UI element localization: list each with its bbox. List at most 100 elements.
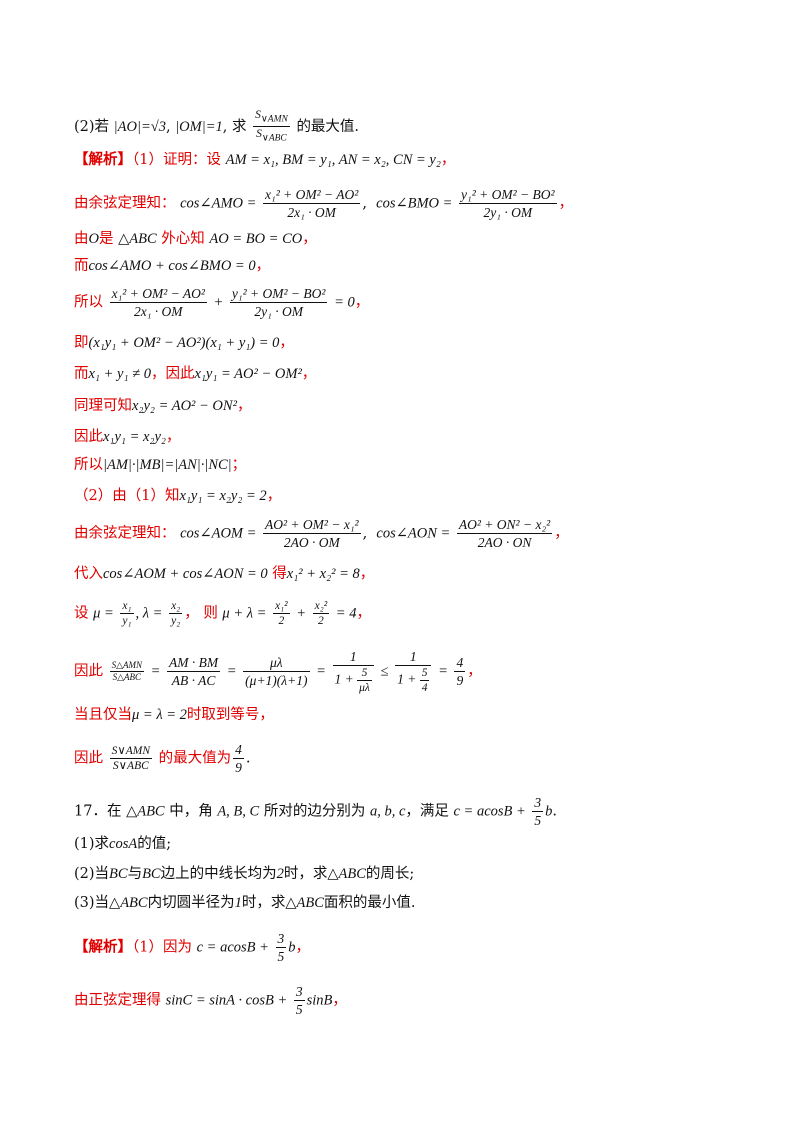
solution-line-1: 【解析】（1）证明：设 AM = x₁, BM = y₁, AN = x₂, C…: [74, 150, 455, 170]
punct: ，: [266, 488, 282, 504]
equation-lhs: cos∠AMO =: [180, 195, 257, 212]
fraction: μλ (μ+1)(λ+1): [243, 655, 310, 688]
solution-line-10: 所以|AM|·|MB|=|AN|·|NC|；: [74, 455, 246, 475]
punct: .: [245, 750, 251, 767]
solution-line-17: 因此 S∨AMN S∨ABC 的最大值为 4 9.: [74, 741, 251, 776]
punct: ，: [302, 231, 317, 247]
text: 中，角: [169, 803, 213, 820]
equation: cos∠AMO + cos∠BMO = 0: [88, 258, 256, 274]
solution-line-9: 因此x₁y₁ = x₂y₂，: [74, 427, 180, 447]
punct: ，: [255, 258, 271, 274]
equation: sinC = sinA · cosB +: [165, 992, 288, 1009]
equation: = 0: [334, 294, 355, 311]
math: BC: [142, 866, 161, 882]
operator: +: [213, 294, 224, 311]
text: 时，求: [283, 866, 328, 882]
punct: ，: [558, 195, 574, 212]
punct: ，: [440, 152, 456, 168]
operator: ≤: [380, 663, 389, 680]
area-ratio-fraction: S∨AMN S∨ABC: [253, 109, 290, 144]
triangle: △ABC: [118, 231, 157, 247]
text: 因此: [165, 366, 195, 382]
text: （2）由（1）知: [74, 488, 180, 504]
text: 外心知: [161, 231, 205, 247]
equation: x₁ + y₁ ≠ 0: [88, 366, 151, 382]
lambda: , λ =: [135, 605, 163, 622]
fraction: x₁² 2: [273, 600, 290, 627]
solution-17-line-2: 由正弦定理得 sinC = sinA · cosB + 3 5 sinB，: [74, 983, 347, 1018]
punct: ，: [356, 605, 371, 622]
var-b: b: [288, 939, 296, 956]
text: 时取到等号: [186, 707, 260, 723]
solution-line-7: 而x₁ + y₁ ≠ 0，因此x₁y₁ = AO² − OM²，: [74, 364, 316, 384]
ask-tail: 的最大值.: [296, 118, 360, 135]
text: 即: [74, 335, 89, 351]
text: 设: [74, 605, 89, 622]
angles: A, B, C: [217, 803, 260, 820]
fraction: x₁² + OM² − AO² 2x₁ · OM: [109, 286, 207, 319]
fraction: S∨AMN S∨ABC: [109, 745, 153, 772]
math: 2: [276, 866, 284, 882]
math: BC: [109, 866, 128, 882]
ask-text: 求: [231, 118, 247, 135]
point-o: O: [88, 231, 99, 247]
operator: =: [150, 663, 161, 680]
equation: x₁y₁ = x₂y₂ = 2: [179, 488, 267, 504]
solution-line-14: 设 μ = x₁ y₁, λ = x₂ y₂， 则 μ + λ = x₁² 2 + x…: [74, 599, 371, 628]
operator: =: [226, 663, 237, 680]
math: △ABC: [327, 866, 366, 882]
solution-line-6: 即(x₁y₁ + OM² − AO²)(x₁ + y₁) = 0，: [74, 333, 294, 353]
text: 代入: [74, 566, 103, 582]
part-label: (2)若: [74, 118, 110, 135]
text: 当且仅当: [74, 707, 132, 723]
punct: ，: [259, 707, 274, 723]
fraction: AM · BM AB · AC: [167, 655, 221, 688]
text: 与: [127, 866, 143, 882]
equation: μ = λ = 2: [132, 707, 187, 723]
text: 因此: [74, 429, 103, 445]
equation: x₂y₂ = AO² − ON²: [132, 398, 237, 414]
fraction: x₂² 2: [312, 600, 330, 627]
text: 因此: [74, 663, 103, 680]
text: 是: [98, 231, 114, 247]
solution-17-line-1: 【解析】（1）因为 c = acosB + 3 5 b，: [74, 930, 310, 965]
math: △ABC: [109, 895, 148, 911]
fraction: y₁² + OM² − BO² 2y₁ · OM: [229, 286, 328, 319]
text: 的周长;: [365, 866, 415, 882]
punct: ，: [332, 992, 347, 1009]
text: 所以: [74, 457, 103, 473]
punct: ，: [359, 566, 375, 582]
text: (1)求: [74, 836, 110, 852]
text: 内切圆半径为: [147, 895, 235, 911]
punct: ，: [301, 366, 317, 382]
punct: ，: [236, 398, 252, 414]
nested-fraction: 1 1 + 5 μλ: [332, 648, 374, 695]
text: （1）因为: [132, 939, 192, 956]
punct: ，: [554, 525, 569, 542]
condition-ao: |AO|=√3: [113, 118, 166, 135]
solution-line-4: 而cos∠AMO + cos∠BMO = 0，: [74, 256, 270, 276]
punct: ，: [150, 366, 166, 382]
fraction: S△AMN S△ABC: [109, 660, 145, 682]
operator: =: [438, 663, 448, 680]
solution-line-3: 由O是 △ABC 外心知 AO = BO = CO，: [74, 229, 317, 249]
operator: =: [316, 663, 326, 680]
question-17-part-2: (2)当BC与BC边上的中线长均为2时，求△ABC的周长;: [74, 864, 414, 884]
punct: ，: [467, 663, 482, 680]
text: 边上的中线长均为: [160, 866, 277, 882]
problem-2-statement: (2)若 |AO|=√3, |OM|=1, 求 S∨AMN S∨ABC 的最大值…: [74, 109, 360, 144]
text: （1）证明：设: [132, 152, 221, 168]
equation-lhs: cos∠BMO =: [376, 195, 453, 212]
punct: ，: [354, 294, 370, 311]
text: 所对的边分别为: [263, 803, 366, 820]
text: 由: [74, 231, 89, 247]
equation: AM = x₁, BM = y₁, AN = x₂, CN = y₂: [225, 152, 441, 168]
condition-om: |OM|=1: [175, 118, 223, 135]
math: 1: [234, 895, 242, 911]
triangle: △ABC: [126, 803, 165, 820]
text: ，满足: [405, 803, 449, 820]
